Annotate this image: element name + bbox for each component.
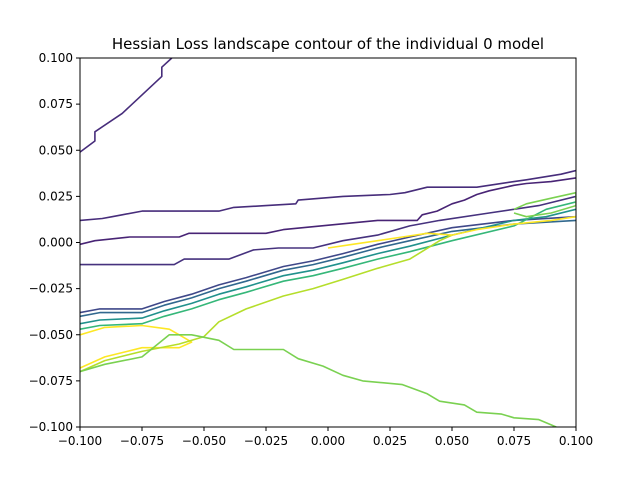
x-tick-label: 0.025 [373,434,407,448]
y-tick-label: −0.050 [29,328,73,342]
contour-line-6 [80,208,576,325]
contour-lines [80,58,576,427]
x-tick-label: 0.100 [559,434,593,448]
x-tick-label: −0.050 [182,434,226,448]
x-tick-label: −0.100 [58,434,102,448]
y-tick-label: −0.100 [29,420,73,434]
axis-ticks: −0.100 −0.075 −0.050 −0.025 0.000 0.025 0.050 0… [29,51,594,448]
y-tick-label: 0.075 [39,97,73,111]
contour-line-11 [513,191,576,218]
contour-line-10 [80,333,557,427]
plot-frame [79,57,577,428]
contour-line-2 [80,177,576,246]
contour-line-12 [327,215,576,249]
contour-line-9 [80,234,453,373]
contour-line-3 [80,195,576,266]
x-tick-label: −0.025 [244,434,288,448]
y-tick-label: 0.050 [39,143,73,157]
contour-line-8 [80,324,193,369]
y-tick-label: 0.025 [39,189,73,203]
x-tick-label: 0.000 [311,434,345,448]
y-tick-label: 0.000 [39,236,73,250]
y-tick-label: −0.075 [29,374,73,388]
contour-line-7 [80,201,576,330]
y-tick-label: −0.025 [29,282,73,296]
x-tick-label: −0.075 [120,434,164,448]
chart-title: Hessian Loss landscape contour of the in… [112,35,544,53]
contour-line-1 [80,169,576,222]
x-tick-label: 0.050 [435,434,469,448]
contour-line-0 [80,58,173,153]
contour-line-4 [80,215,576,314]
y-tick-label: 0.100 [39,51,73,65]
x-tick-label: 0.075 [497,434,531,448]
